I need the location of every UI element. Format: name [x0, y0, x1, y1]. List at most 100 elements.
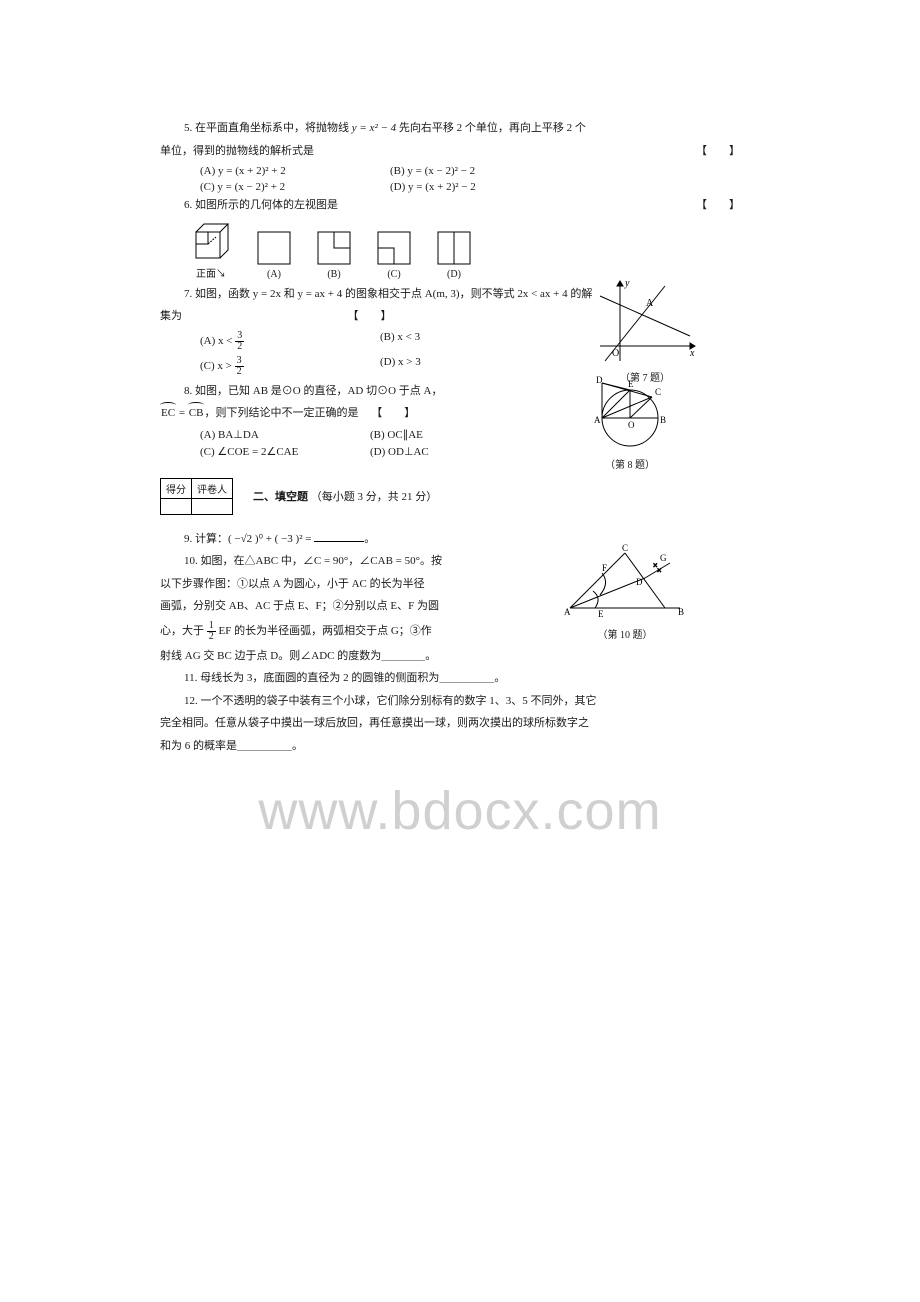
q6-opt-b: (B): [316, 230, 352, 280]
q7-a-d: 2: [235, 342, 244, 352]
graph-icon: A O x y: [590, 276, 700, 366]
q9-end: 。: [364, 533, 375, 545]
q6-solid: 正面↘: [190, 220, 232, 280]
q10-l5: 射线 AG 交 BC 边于点 D。则∠ADC 的度数为＿＿＿＿。: [160, 648, 760, 665]
score-box: 得分评卷人: [160, 478, 233, 515]
q5-options-1: (A) y = (x + 2)² + 2 (B) y = (x − 2)² − …: [200, 165, 760, 177]
q5-options-2: (C) y = (x − 2)² + 2 (D) y = (x + 2)² − …: [200, 181, 760, 193]
q8-eq: =: [176, 407, 188, 419]
q7-opt-b: (B) x < 3: [380, 331, 510, 352]
q10-block: 10. 如图，在△ABC 中，∠C = 90°，∠CAB = 50°。按 以下步…: [160, 553, 760, 664]
q7-graph: A O x y （第 7 题）: [590, 276, 700, 384]
q8-text: 8. 如图，已知 AB 是⊙O 的直径，AD 切⊙O 于点 A，: [184, 385, 443, 397]
q6-label-b: (B): [316, 269, 352, 280]
q8-bracket: 【 】: [371, 407, 415, 419]
q12-l3: 和为 6 的概率是＿＿＿＿＿。: [160, 738, 760, 755]
q6-opt-c: (C): [376, 230, 412, 280]
q6-opt-d: (D): [436, 230, 472, 280]
q6-figures: 正面↘ (A) (B) (C) (D): [190, 220, 760, 280]
q6-label-c: (C): [376, 269, 412, 280]
q7-opt-c: (C) x > 32: [200, 356, 330, 377]
q7-label-O: O: [612, 348, 619, 359]
q5-expr: y = x² − 4: [352, 122, 396, 134]
q5-opt-d: (D) y = (x + 2)² − 2: [390, 181, 520, 193]
q8-D: D: [596, 375, 603, 385]
q8-opt-a: (A) BA⊥DA: [200, 428, 330, 441]
q6-opt-a: (A): [256, 230, 292, 280]
q8-C: C: [655, 387, 661, 397]
q8-opt-d: (D) OD⊥AC: [370, 445, 500, 458]
q10-E: E: [598, 609, 604, 619]
q6-label-a: (A): [256, 269, 292, 280]
q8-caption: （第 8 题）: [580, 456, 680, 471]
q5-text-b: 先向右平移 2 个单位，再向上平移 2 个: [396, 122, 586, 134]
q6-label-d: (D): [436, 269, 472, 280]
q12-l1: 12. 一个不透明的袋子中装有三个小球，它们除分别标有的数字 1、3、5 不同外…: [160, 693, 760, 710]
q6-front-label: 正面↘: [190, 265, 232, 280]
q10-G: G: [660, 553, 667, 563]
q10-figure: × × C G F D A E B （第 10 题）: [560, 543, 690, 641]
q5-text-a: 5. 在平面直角坐标系中，将抛物线: [184, 122, 352, 134]
q5-line2-text: 单位，得到的抛物线的解析式是: [160, 145, 314, 157]
opt-a-icon: [256, 230, 292, 266]
opt-c-icon: [376, 230, 412, 266]
q8-B: B: [660, 415, 666, 425]
q5-line2: 单位，得到的抛物线的解析式是 【 】: [160, 143, 760, 160]
section2-title: 二、填空题: [253, 491, 308, 503]
q7-line2-text: 集为: [160, 310, 182, 322]
watermark: www.bdocx.com: [0, 780, 920, 842]
q7-text: 7. 如图，函数 y = 2x 和 y = ax + 4 的图象相交于点 A(m…: [184, 288, 592, 300]
q7-label-A: A: [646, 298, 654, 309]
q6-bracket: 【 】: [672, 197, 740, 214]
q5-opt-b: (B) y = (x − 2)² − 2: [390, 165, 520, 177]
q7-opt-d: (D) x > 3: [380, 356, 510, 377]
q11: 11. 母线长为 3，底面圆的直径为 2 的圆锥的侧面积为＿＿＿＿＿。: [160, 670, 760, 687]
q8-A: A: [594, 415, 601, 425]
q7-bracket: 【 】: [348, 310, 392, 322]
q8-block: 8. 如图，已知 AB 是⊙O 的直径，AD 切⊙O 于点 A， EC = CB…: [160, 383, 760, 458]
q8-opt-b: (B) OC∥AE: [370, 428, 500, 441]
q8-arc2: CB: [189, 407, 204, 419]
q5-bracket: 【 】: [696, 143, 740, 160]
q10-fn: 1: [207, 621, 216, 632]
opt-b-icon: [316, 230, 352, 266]
q7-optc-pre: (C) x >: [200, 360, 235, 372]
q8-E: E: [628, 379, 634, 389]
score-label: 得分: [161, 478, 192, 498]
q8-opt-c: (C) ∠COE = 2∠CAE: [200, 445, 330, 458]
q6-stem: 6. 如图所示的几何体的左视图是 【 】: [160, 197, 760, 214]
q10-fd: 2: [207, 632, 216, 642]
triangle-icon: × × C G F D A E B: [560, 543, 690, 623]
opt-d-icon: [436, 230, 472, 266]
q7-c-n: 3: [235, 356, 244, 367]
q7-opta-pre: (A) x <: [200, 335, 235, 347]
q12-l2: 完全相同。任意从袋子中摸出一球后放回，再任意摸出一球，则两次摸出的球所标数字之: [160, 715, 760, 732]
q7-c-d: 2: [235, 367, 244, 377]
q10-C: C: [622, 543, 628, 553]
q7-block: 7. 如图，函数 y = 2x 和 y = ax + 4 的图象相交于点 A(m…: [160, 286, 760, 377]
q10-l4-post: EF 的长为半径画弧，两弧相交于点 G；③作: [216, 625, 432, 637]
q10-caption: （第 10 题）: [560, 626, 690, 641]
q10-D: D: [636, 577, 643, 587]
q10-A: A: [564, 607, 571, 617]
section2-header: 得分评卷人 二、填空题 （每小题 3 分，共 21 分）: [160, 478, 760, 515]
svg-text:×: ×: [657, 566, 662, 575]
q7-a-n: 3: [235, 331, 244, 342]
q5-opt-a: (A) y = (x + 2)² + 2: [200, 165, 330, 177]
q7-label-x: x: [689, 348, 695, 359]
q5-opt-c: (C) y = (x − 2)² + 2: [200, 181, 330, 193]
circle-icon: D E C A O B: [580, 373, 680, 453]
q9-blank: [314, 532, 364, 542]
q10-l4-pre: 心，大于: [160, 625, 207, 637]
q8-figure: D E C A O B （第 8 题）: [580, 373, 680, 471]
q8-arc1: EC: [161, 407, 175, 419]
q7-label-y: y: [624, 278, 630, 289]
solid-icon: [190, 220, 232, 262]
section2-title-block: 二、填空题 （每小题 3 分，共 21 分）: [253, 488, 437, 504]
q10-F: F: [602, 563, 607, 573]
reviewer-label: 评卷人: [192, 478, 233, 498]
q10-B: B: [678, 607, 684, 617]
q8-line2-post: ，则下列结论中不一定正确的是: [204, 407, 358, 419]
q8-O: O: [628, 420, 635, 430]
q9-text: 9. 计算：( −√2 )⁰ + ( −3 )² =: [184, 533, 314, 545]
